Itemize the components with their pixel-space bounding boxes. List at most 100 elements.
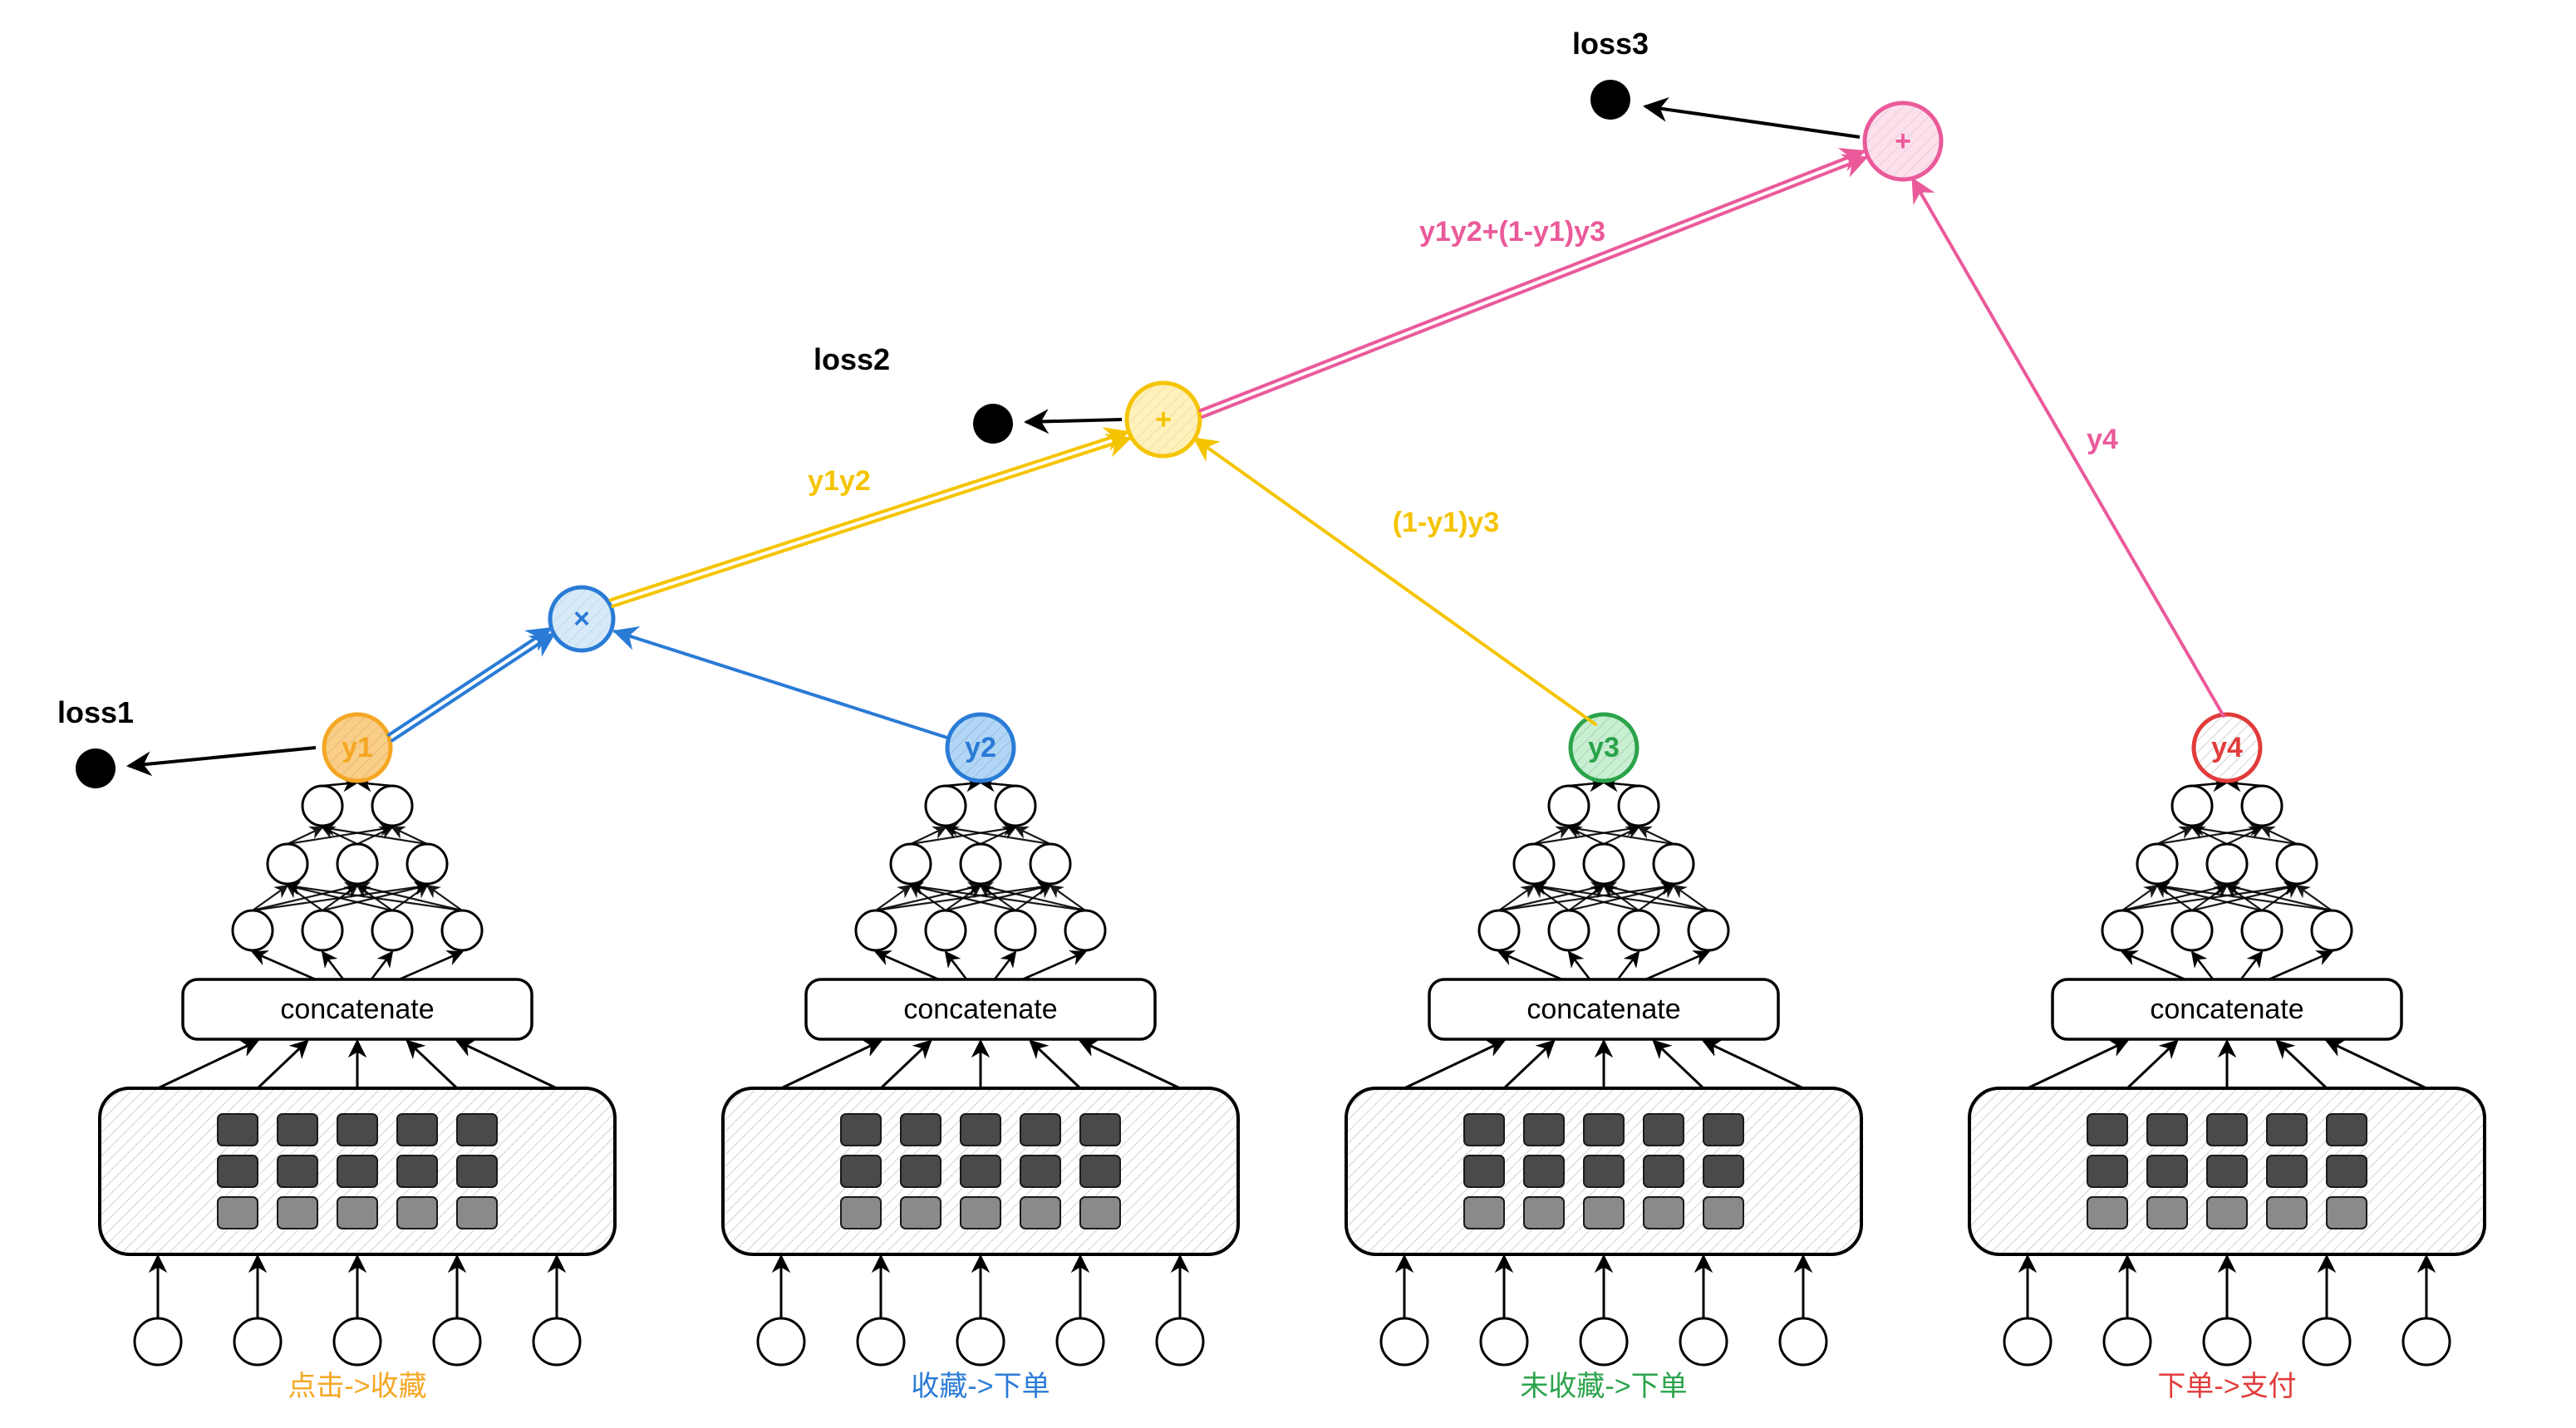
flow-y4-to-add3: y4 (1913, 179, 2224, 716)
embed-cell (457, 1156, 497, 1187)
op-label-mult: × (573, 603, 590, 635)
embed-cell (397, 1197, 437, 1229)
loss-arrow (129, 748, 316, 766)
loss-loss1: loss1 (57, 695, 316, 788)
embed-cell (1703, 1197, 1743, 1229)
op-label-add2: + (1155, 404, 1172, 435)
embed-cell (1644, 1156, 1684, 1187)
y-label-t2: y2 (965, 732, 996, 763)
tower-t1: concatenatey1点击->收藏 (100, 714, 615, 1402)
loss-loss2: loss2 (814, 342, 1122, 444)
flow-label-y3-to-add2: (1-y1)y3 (1393, 507, 1500, 538)
embed-cell (337, 1197, 377, 1229)
dense-neuron (926, 786, 966, 826)
dense-neuron (1065, 910, 1105, 950)
embed-cell (2327, 1197, 2367, 1229)
flow-add2-to-add3: y1y2+(1-y1)y3 (1201, 151, 1866, 416)
embed-cell (1080, 1114, 1120, 1146)
embed-cell (961, 1114, 1000, 1146)
embed-cell (1020, 1156, 1060, 1187)
dense-neuron (856, 910, 896, 950)
embed-cell (1584, 1197, 1624, 1229)
dense-neuron (2242, 786, 2282, 826)
embed-cell (218, 1156, 258, 1187)
y-label-t3: y3 (1588, 732, 1620, 763)
embed-cell (901, 1114, 941, 1146)
embed-cell (841, 1114, 881, 1146)
embed-cell (218, 1197, 258, 1229)
input-circle (434, 1318, 480, 1365)
loss-dot (1590, 80, 1630, 120)
dense-neuron (372, 786, 412, 826)
embed-cell (1644, 1197, 1684, 1229)
dense-neuron (302, 910, 342, 950)
embed-cell (2087, 1197, 2127, 1229)
embed-cell (1020, 1114, 1060, 1146)
loss-loss3: loss3 (1572, 27, 1860, 137)
dense-neuron (1514, 844, 1554, 884)
tower-caption-t2: 收藏->下单 (911, 1371, 1050, 1402)
embed-cell (2147, 1156, 2187, 1187)
dense-neuron (337, 844, 377, 884)
embed-cell (2207, 1114, 2247, 1146)
dense-neuron (442, 910, 482, 950)
dense-neuron (1584, 844, 1624, 884)
dense-neuron (1654, 844, 1694, 884)
tower-caption-t4: 下单->支付 (2157, 1371, 2296, 1402)
embed-cell (2147, 1197, 2187, 1229)
embed-cell (1464, 1156, 1504, 1187)
dense-neuron (2312, 910, 2352, 950)
dense-neuron (2242, 910, 2282, 950)
input-circle (1381, 1318, 1428, 1365)
loss-arrow (1026, 420, 1122, 422)
embed-cell (278, 1156, 317, 1187)
tower-t4: concatenatey4下单->支付 (1969, 714, 2485, 1402)
embed-cell (2207, 1197, 2247, 1229)
embed-cell (2147, 1114, 2187, 1146)
input-circle (957, 1318, 1004, 1365)
loss-arrow (1645, 106, 1860, 137)
loss-label: loss3 (1572, 27, 1649, 61)
y-label-t1: y1 (342, 732, 373, 763)
input-circle (1780, 1318, 1826, 1365)
op-add3: + (1865, 103, 1941, 179)
input-circle (1481, 1318, 1527, 1365)
input-circle (1157, 1318, 1203, 1365)
embed-cell (278, 1114, 317, 1146)
concat-label: concatenate (2150, 994, 2303, 1025)
flow-y2-to-mult (615, 631, 947, 738)
embed-cell (1464, 1114, 1504, 1146)
input-circle (758, 1318, 804, 1365)
embed-cell (1703, 1114, 1743, 1146)
embed-cell (2087, 1156, 2127, 1187)
embed-cell (901, 1156, 941, 1187)
input-circle (1680, 1318, 1727, 1365)
embed-cell (1020, 1197, 1060, 1229)
embed-cell (2267, 1114, 2307, 1146)
embed-cell (337, 1114, 377, 1146)
flow-mult-to-add2: y1y2 (611, 432, 1129, 606)
tower-caption-t3: 未收藏->下单 (1520, 1371, 1687, 1402)
embed-cell (1584, 1114, 1624, 1146)
dense-neuron (2102, 910, 2142, 950)
embed-cell (457, 1197, 497, 1229)
dense-neuron (1689, 910, 1728, 950)
input-circle (2403, 1318, 2450, 1365)
embed-cell (841, 1156, 881, 1187)
tower-t3: concatenatey3未收藏->下单 (1346, 714, 1861, 1402)
dense-neuron (891, 844, 931, 884)
dense-neuron (1619, 910, 1659, 950)
dense-neuron (1619, 786, 1659, 826)
op-label-add3: + (1895, 125, 1911, 157)
embed-cell (457, 1114, 497, 1146)
embed-cell (841, 1197, 881, 1229)
embed-cell (2327, 1114, 2367, 1146)
loss-label: loss1 (57, 695, 134, 729)
embed-cell (1464, 1197, 1504, 1229)
embed-cell (1080, 1156, 1120, 1187)
dense-neuron (2172, 786, 2212, 826)
tower-t2: concatenatey2收藏->下单 (723, 714, 1238, 1402)
dense-neuron (2172, 910, 2212, 950)
dense-neuron (1030, 844, 1070, 884)
flow-label-mult-to-add2: y1y2 (808, 465, 871, 497)
